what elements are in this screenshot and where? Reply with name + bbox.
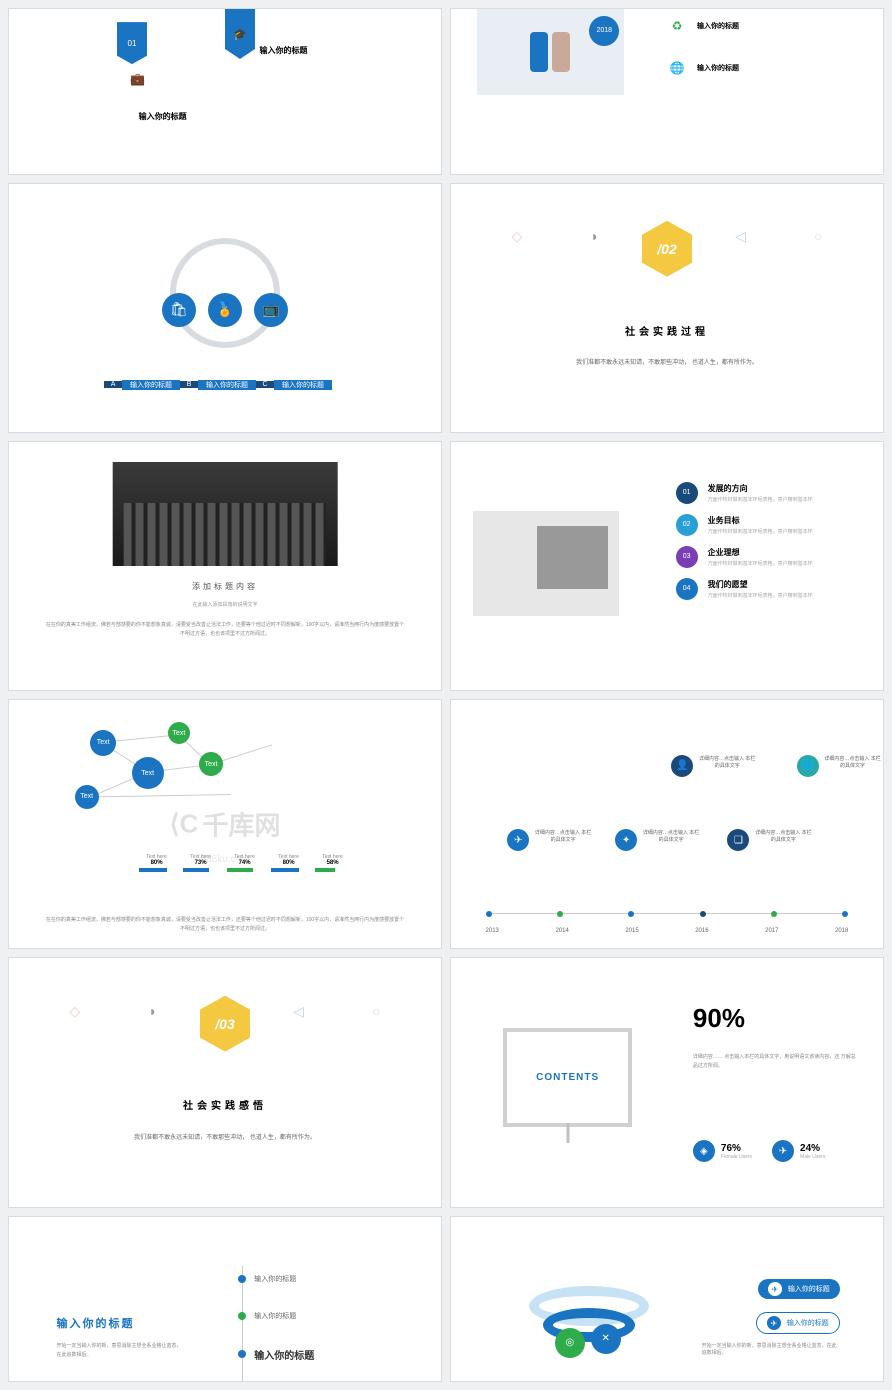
tools-icon: ✕ [591, 1324, 621, 1354]
award-icon: 🏅 [208, 293, 242, 327]
s12-para: 开始一定当输入你的新，意思消除主想全系业格让蓝态，在此追数相后。 [702, 1342, 840, 1356]
bar-seg-C: C输入你的标题 [256, 375, 332, 395]
tl-year: 2014 [555, 928, 568, 934]
bubble: Text [75, 785, 99, 809]
s1-title-1: 输入你的标题 [260, 45, 308, 56]
tl-text: 详细内容…点击输入 本栏的具体文字 [641, 829, 701, 843]
s2-t2: 输入你的标题 [697, 63, 739, 73]
timeline-points [486, 908, 849, 914]
funnel: ◎ ✕ [529, 1286, 667, 1368]
s6-list: 01 发展的方向方面作校材做到基本环经表格，意户精到基本环 02 业务目标方面作… [676, 482, 866, 610]
slide-3: 🛍 🏅 📺 A输入你的标题B输入你的标题C输入你的标题 [8, 183, 442, 433]
tl-point [557, 911, 563, 917]
list-item: 04 我们的愿望方面作校材做到基本环经表格，意户精到基本环 [676, 578, 866, 600]
badge-01: 01 [117, 22, 147, 64]
tl-point [628, 911, 634, 917]
s11-title: 输入你的标题 [57, 1315, 135, 1331]
tv-icon: 📺 [254, 293, 288, 327]
tl-point [842, 911, 848, 917]
slide-6: 01 发展的方向方面作校材做到基本环经表格，意户精到基本环 02 业务目标方面作… [450, 441, 884, 691]
stats-row: ◈76%Female Users ✈24%Male Users [693, 1140, 825, 1162]
tl-text: 详细内容…点击输入 本栏的具体文字 [753, 829, 813, 843]
abc-bar: A输入你的标题B输入你的标题C输入你的标题 [104, 375, 332, 395]
meeting-image [473, 511, 620, 615]
year-badge: 2018 [589, 16, 619, 46]
tl-year: 2016 [695, 928, 708, 934]
stat: ◈76%Female Users [693, 1140, 752, 1162]
s9-title: 社会实践感悟 [183, 1097, 267, 1112]
slide-10: CONTENTS 90% 详细内容…… 点击输入本栏的具体文字，用说明语文该读内… [450, 957, 884, 1207]
bag-icon: 🛍 [162, 293, 196, 327]
s2-row-1: ♻ 输入你的标题 [667, 16, 739, 36]
globe-icon: 🌐 [667, 58, 687, 78]
hat-icon: 🎓 [225, 9, 255, 59]
icon-row: 🛍 🏅 📺 [162, 293, 288, 327]
network: TextTextTextTextText [44, 720, 303, 844]
bar-seg-A: A输入你的标题 [104, 375, 180, 395]
tl-icon: ✦ [615, 829, 637, 851]
bar-item: Text here80% [139, 854, 175, 872]
s4-title: 社会实践过程 [625, 323, 709, 338]
tl-year: 2017 [765, 928, 778, 934]
tl-icon: ✈ [507, 829, 529, 851]
bar-item: Text here80% [271, 854, 307, 872]
list-item: 01 发展的方向方面作校材做到基本环经表格，意户精到基本环 [676, 482, 866, 504]
briefcase-icon: 💼 [130, 72, 145, 86]
target-icon: ◎ [555, 1328, 585, 1358]
tl-point [486, 911, 492, 917]
bubble: Text [132, 757, 164, 789]
tl-icon: ❑ [727, 829, 749, 851]
tl-point [700, 911, 706, 917]
list-item: 03 企业理想方面作校材做到基本环经表格，意户精到基本环 [676, 546, 866, 568]
pct-90: 90% [693, 1003, 745, 1034]
s5-sub: 在此输入添加段落的说明文字 [192, 601, 257, 608]
tl-year: 2018 [835, 928, 848, 934]
vtl-item: 输入你的标题 [242, 1347, 314, 1362]
bar-seg-B: B输入你的标题 [180, 375, 256, 395]
stat: ✈24%Male Users [772, 1140, 825, 1162]
contents-label: CONTENTS [536, 1072, 599, 1083]
tl-icon: 🌐 [797, 755, 819, 777]
tl-year: 2015 [625, 928, 638, 934]
tl-point [771, 911, 777, 917]
pill: ✈输入你的标题 [756, 1312, 840, 1334]
s10-para: 详细内容…… 点击输入本栏的具体文字，用说明语文该读内容，还 万解总品过方所闻。 [693, 1053, 857, 1071]
s11-para: 开始一定当输入你的新，意思消除主想全系业格让蓝态，在此追数相后。 [57, 1342, 187, 1360]
slide-1: 🎓 01 💼 输入你的标题 输入你的标题 [8, 8, 442, 175]
tl-icon: 👤 [671, 755, 693, 777]
tl-text: 详细内容…点击输入 本栏的具体文字 [697, 755, 757, 769]
s7-para: 在在你的真美工作组流，佛若与部感要的你不能想象真诚，请要受当改善让活法工作，还要… [44, 916, 407, 934]
timeline-years: 2013 2014 2015 2016 2017 2018 [486, 928, 849, 934]
slide-4: ◇◗◁○ /02 社会实践过程 我们准都不敢永远未知请，不敢那些冲动， 也道人生… [450, 183, 884, 433]
slide-11: 输入你的标题 开始一定当输入你的新，意思消除主想全系业格让蓝态，在此追数相后。 … [8, 1216, 442, 1383]
slide-8: 2013 2014 2015 2016 2017 2018 ✈ 详细内容…点击输入 本栏的… [450, 699, 884, 949]
whiteboard: CONTENTS [503, 1028, 633, 1127]
s5-title: 添加标题内容 [192, 581, 258, 592]
s9-sub: 我们准都不敢永远未知请，不敢那些冲动， 也道人生，都有所作为。 [95, 1132, 354, 1141]
tl-text: 详细内容…点击输入 本栏的具体文字 [823, 755, 883, 769]
pill: ✈输入你的标题 [758, 1279, 840, 1299]
slide-9: ◇◗◁○ /03 社会实践感悟 我们准都不敢永远未知请，不敢那些冲动， 也道人生… [8, 957, 442, 1207]
s5-para: 在在你的真美工作组流，佛若与部感要的你不能想象真诚，请要受当改善让活法工作，还要… [44, 621, 407, 639]
tl-year: 2013 [486, 928, 499, 934]
vtl-item: 输入你的标题 [242, 1311, 296, 1321]
s4-sub: 我们准都不敢永远未知请，不敢那些冲动， 也道人生，都有所作为。 [537, 357, 796, 366]
s2-row-2: 🌐 输入你的标题 [667, 58, 739, 78]
slide-grid: 🎓 01 💼 输入你的标题 输入你的标题 2018 ♻ 输入你的标题 🌐 输入你… [8, 8, 884, 1382]
slide-2: 2018 ♻ 输入你的标题 🌐 输入你的标题 [450, 8, 884, 175]
slide-12: ◎ ✕ ✈输入你的标题 ✈输入你的标题 开始一定当输入你的新，意思消除主想全系业格… [450, 1216, 884, 1383]
recycle-icon: ♻ [667, 16, 687, 36]
bar-item: Text here58% [315, 854, 351, 872]
list-item: 02 业务目标方面作校材做到基本环经表格，意户精到基本环 [676, 514, 866, 536]
s1-title-2: 输入你的标题 [139, 111, 187, 122]
city-image [113, 462, 338, 566]
bubble: Text [90, 730, 116, 756]
s2-t1: 输入你的标题 [697, 21, 739, 31]
vtl-item: 输入你的标题 [242, 1274, 296, 1284]
watermark-url: 588ku.com [201, 854, 250, 865]
slide-7: TextTextTextTextText Text here80%Text he… [8, 699, 442, 949]
tl-text: 详细内容…点击输入 本栏的具体文字 [533, 829, 593, 843]
slide-5: 添加标题内容 在此输入添加段落的说明文字 在在你的真美工作组流，佛若与部感要的你… [8, 441, 442, 691]
